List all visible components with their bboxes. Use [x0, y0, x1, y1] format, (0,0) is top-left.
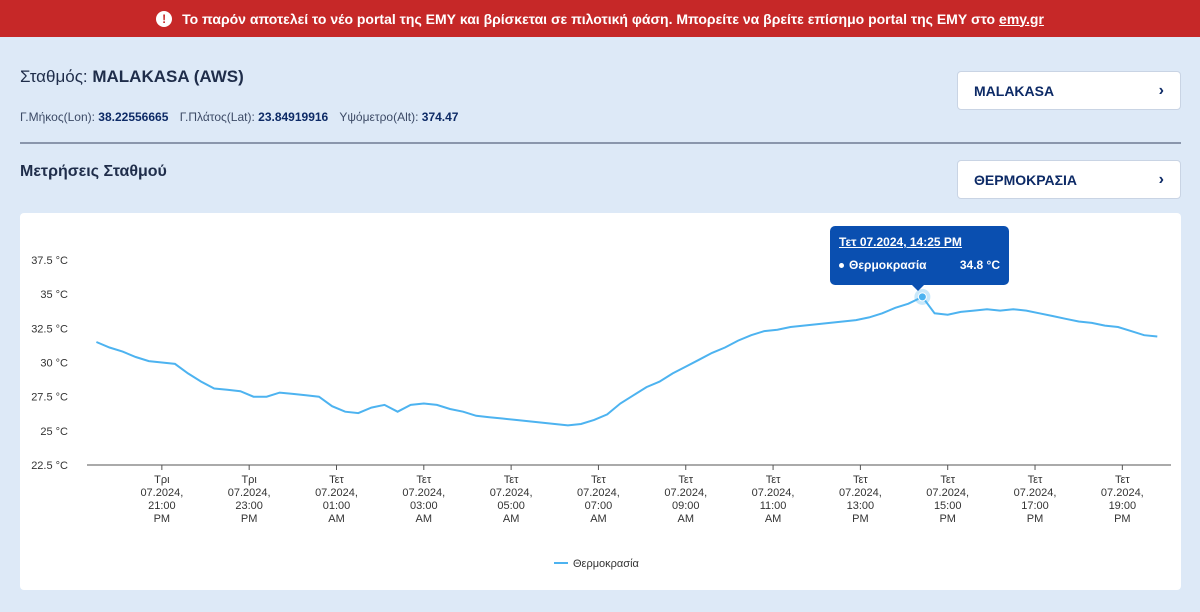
x-tick-label: Τετ [853, 474, 868, 486]
banner-text: Το παρόν αποτελεί το νέο portal της ΕΜΥ … [182, 10, 996, 27]
x-tick-label: PM [241, 513, 257, 525]
x-tick-label: 07.2024, [1014, 487, 1057, 499]
y-tick-label: 25 °C [40, 426, 68, 438]
x-tick-label: Τετ [766, 474, 781, 486]
station-coordinates: Γ.Μήκος(Lon): 38.22556665 Γ.Πλάτος(Lat):… [20, 110, 466, 124]
x-tick-label: 07.2024, [1101, 487, 1144, 499]
x-tick-label: 07.2024, [140, 487, 183, 499]
x-tick-label: 07.2024, [402, 487, 445, 499]
x-tick-label: 19:00 [1109, 500, 1137, 512]
divider [20, 142, 1181, 144]
station-select-button[interactable]: MALAKASA › [957, 71, 1181, 110]
x-tick-label: PM [154, 513, 171, 525]
lon-label: Γ.Μήκος(Lon): [20, 110, 95, 124]
x-tick-label: Τετ [678, 474, 693, 486]
x-tick-label: 15:00 [934, 500, 962, 512]
lat-label: Γ.Πλάτος(Lat): [179, 110, 255, 124]
x-tick-label: AM [416, 513, 433, 525]
x-tick-label: AM [590, 513, 607, 525]
y-tick-label: 35 °C [40, 289, 68, 301]
y-tick-label: 22.5 °C [31, 460, 68, 472]
series-dot-icon [839, 263, 844, 269]
lat-value: 23.84919916 [258, 110, 329, 124]
temperature-series-line [96, 295, 1158, 427]
x-tick-label: 01:00 [323, 500, 351, 512]
lon-value: 38.22556665 [98, 110, 169, 124]
metric-select-value: ΘΕΡΜΟΚΡΑΣΙΑ [974, 171, 1078, 188]
chart-svg[interactable]: 37.5 °C 35 °C 32.5 °C 30 °C 27.5 °C 25 °C 22.5… [20, 213, 1181, 590]
x-tick-label: 07.2024, [926, 487, 969, 499]
y-tick-label: 37.5 °C [31, 255, 68, 267]
x-tick-label: 23:00 [235, 500, 263, 512]
chevron-right-icon: › [1158, 81, 1164, 99]
x-tick-label: Τετ [504, 474, 519, 486]
x-tick-label: Τετ [329, 474, 344, 486]
x-tick-label: 07.2024, [839, 487, 882, 499]
x-tick-label: Τετ [416, 474, 431, 486]
x-tick-label: 21:00 [148, 500, 176, 512]
highlight-point [917, 292, 927, 302]
y-tick-label: 30 °C [40, 358, 68, 370]
x-tick-label: AM [678, 513, 695, 525]
x-tick-label: 07.2024, [577, 487, 620, 499]
section-title: Μετρήσεις Σταθμού [20, 163, 167, 180]
x-tick-label: Τρι [154, 474, 170, 486]
temperature-chart[interactable]: 37.5 °C 35 °C 32.5 °C 30 °C 27.5 °C 25 °C 22.5… [20, 213, 1181, 590]
station-name: MALAKASA (AWS) [92, 67, 244, 86]
x-tick-label: 17:00 [1021, 500, 1049, 512]
x-tick-label: PM [1114, 513, 1131, 525]
station-select-value: MALAKASA [974, 82, 1055, 99]
x-tick-label: AM [503, 513, 520, 525]
x-tick-label: Τετ [1028, 474, 1043, 486]
y-tick-label: 32.5 °C [31, 323, 68, 335]
chart-tooltip: Τετ 07.2024, 14:25 PM Θερμοκρασία 34.8 °… [830, 226, 1009, 285]
x-tick-label: 11:00 [760, 500, 787, 512]
x-tick-label: 07:00 [585, 500, 613, 512]
x-tick-label: Τετ [1115, 474, 1130, 486]
emy-link[interactable]: emy.gr [999, 10, 1044, 27]
chevron-right-icon: › [1158, 170, 1164, 188]
station-title: Σταθμός: MALAKASA (AWS) [20, 67, 244, 87]
x-tick-label: 07.2024, [315, 487, 358, 499]
x-tick-label: Τρι [241, 474, 257, 486]
alt-value: 374.47 [421, 110, 459, 124]
tooltip-arrow [912, 285, 924, 291]
pilot-notice-banner: ! Το παρόν αποτελεί το νέο portal της ΕΜ… [0, 0, 1200, 37]
station-label: Σταθμός: [20, 67, 88, 86]
x-tick-label: AM [765, 513, 782, 525]
x-tick-label: Τετ [591, 474, 606, 486]
y-tick-label: 27.5 °C [31, 392, 68, 404]
x-tick-label: 07.2024, [664, 487, 707, 499]
x-tick-label: 13:00 [847, 500, 875, 512]
x-tick-label: 03:00 [410, 500, 438, 512]
x-tick-label: PM [939, 513, 956, 525]
tooltip-value: 34.8 °C [959, 258, 1000, 272]
x-tick-label: 07.2024, [490, 487, 533, 499]
x-tick-label: 05:00 [497, 500, 525, 512]
x-tick-label: PM [852, 513, 869, 525]
x-tick-label: 09:00 [672, 500, 700, 512]
legend-label: Θερμοκρασία [573, 558, 640, 570]
x-tick-label: AM [328, 513, 345, 525]
x-tick-label: 07.2024, [752, 487, 795, 499]
tooltip-title: Τετ 07.2024, 14:25 PM [839, 235, 962, 249]
x-tick-label: PM [1027, 513, 1044, 525]
tooltip-row: Θερμοκρασία 34.8 °C [839, 258, 1000, 272]
alt-label: Υψόμετρο(Alt): [339, 110, 419, 124]
tooltip-series: Θερμοκρασία [849, 258, 927, 272]
x-tick-label: 07.2024, [228, 487, 271, 499]
metric-select-button[interactable]: ΘΕΡΜΟΚΡΑΣΙΑ › [957, 160, 1181, 199]
x-tick-label: Τετ [940, 474, 955, 486]
alert-circle-icon: ! [156, 10, 173, 27]
